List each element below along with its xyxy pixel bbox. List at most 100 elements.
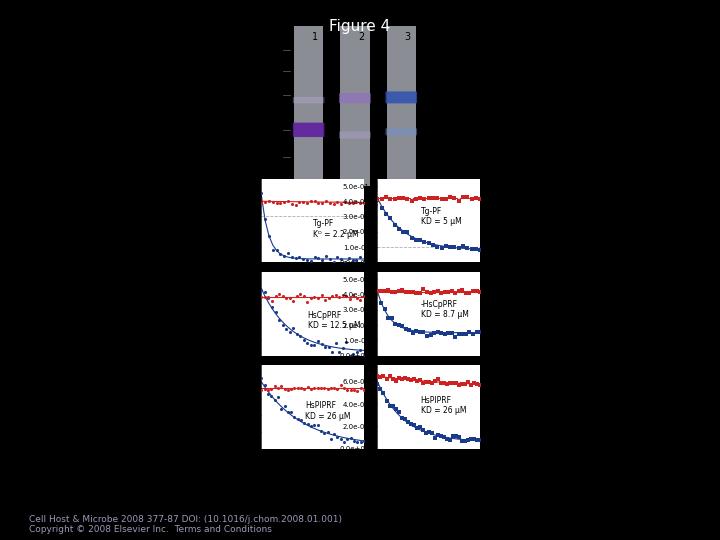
Point	[474, 246, 486, 254]
Point	[282, 197, 294, 205]
Point	[351, 197, 362, 206]
Point	[274, 315, 285, 324]
Point	[372, 372, 383, 381]
Point	[393, 225, 405, 234]
Point	[438, 379, 449, 387]
Point	[302, 420, 313, 428]
Point	[375, 287, 387, 296]
Point	[421, 332, 433, 341]
Point	[468, 435, 480, 443]
Point	[440, 242, 451, 251]
Point	[324, 254, 336, 263]
Point	[355, 295, 366, 304]
Point	[439, 288, 451, 296]
Point	[267, 198, 279, 207]
Point	[325, 434, 337, 443]
Point	[436, 244, 447, 252]
Point	[274, 290, 285, 299]
Point	[336, 199, 347, 208]
Point	[276, 321, 288, 329]
Point	[372, 196, 383, 205]
Point	[407, 288, 418, 296]
Point	[441, 435, 453, 444]
Point	[348, 350, 359, 359]
Point	[316, 198, 328, 207]
Point	[384, 402, 395, 410]
Point	[456, 286, 468, 294]
Point	[426, 428, 438, 437]
Point	[355, 346, 366, 354]
Point	[467, 287, 479, 296]
Point	[425, 288, 436, 297]
Point	[276, 382, 287, 390]
Point	[444, 193, 456, 201]
Point	[459, 380, 471, 388]
Point	[302, 383, 313, 391]
Point	[274, 199, 286, 207]
Point	[456, 380, 468, 388]
Point	[423, 428, 434, 436]
Point	[453, 329, 464, 338]
Point	[359, 386, 370, 394]
Point	[279, 252, 290, 260]
Point	[332, 198, 343, 207]
Point	[464, 288, 475, 297]
Point	[289, 253, 302, 262]
Text: Copyright © 2008 Elsevier Inc.  Terms and Conditions: Copyright © 2008 Elsevier Inc. Terms and…	[29, 524, 271, 534]
Point	[467, 330, 479, 339]
Point	[274, 250, 286, 259]
Point	[305, 197, 317, 205]
Point	[372, 379, 383, 388]
Text: HsPIPRF
KD = 26 μM: HsPIPRF KD = 26 μM	[420, 395, 466, 415]
Point	[344, 351, 356, 360]
Bar	[387, 26, 416, 186]
Text: Normalized elongation, s⁻¹: Normalized elongation, s⁻¹	[234, 256, 243, 369]
Point	[319, 342, 330, 351]
Point	[431, 242, 443, 251]
Point	[335, 381, 346, 390]
Point	[381, 397, 392, 406]
Point	[375, 299, 387, 307]
Point	[428, 328, 440, 337]
Text: 3: 3	[405, 32, 410, 42]
Point	[380, 193, 392, 201]
Point	[376, 204, 387, 212]
Point	[312, 253, 324, 262]
Point	[342, 386, 354, 394]
Point	[453, 197, 464, 205]
Point	[410, 235, 422, 244]
Point	[372, 194, 383, 203]
Point	[262, 389, 274, 398]
Point	[354, 253, 366, 262]
Point	[402, 195, 413, 204]
Point	[330, 339, 341, 348]
Point	[333, 348, 345, 356]
Point	[449, 288, 461, 297]
FancyBboxPatch shape	[385, 128, 417, 136]
Point	[337, 344, 348, 353]
FancyBboxPatch shape	[339, 93, 371, 103]
Point	[291, 292, 302, 300]
Point	[294, 198, 305, 206]
Point	[449, 193, 460, 202]
Point	[322, 428, 333, 437]
Point	[438, 433, 449, 441]
Point	[324, 198, 336, 207]
Point	[285, 384, 297, 393]
Point	[284, 328, 295, 336]
Point	[450, 432, 462, 441]
Point	[287, 324, 299, 333]
Point	[289, 413, 300, 422]
Point	[305, 384, 317, 393]
Point	[446, 329, 457, 338]
Point	[289, 384, 300, 393]
Point	[264, 197, 275, 205]
Point	[372, 287, 383, 295]
Text: Cell Host & Microbe 2008 377-87 DOI: (10.1016/j.chom.2008.01.001): Cell Host & Microbe 2008 377-87 DOI: (10…	[29, 515, 342, 524]
Point	[280, 294, 292, 302]
Point	[269, 382, 280, 390]
Point	[354, 198, 366, 207]
Point	[417, 426, 428, 434]
Point	[259, 381, 271, 389]
Point	[295, 384, 307, 393]
